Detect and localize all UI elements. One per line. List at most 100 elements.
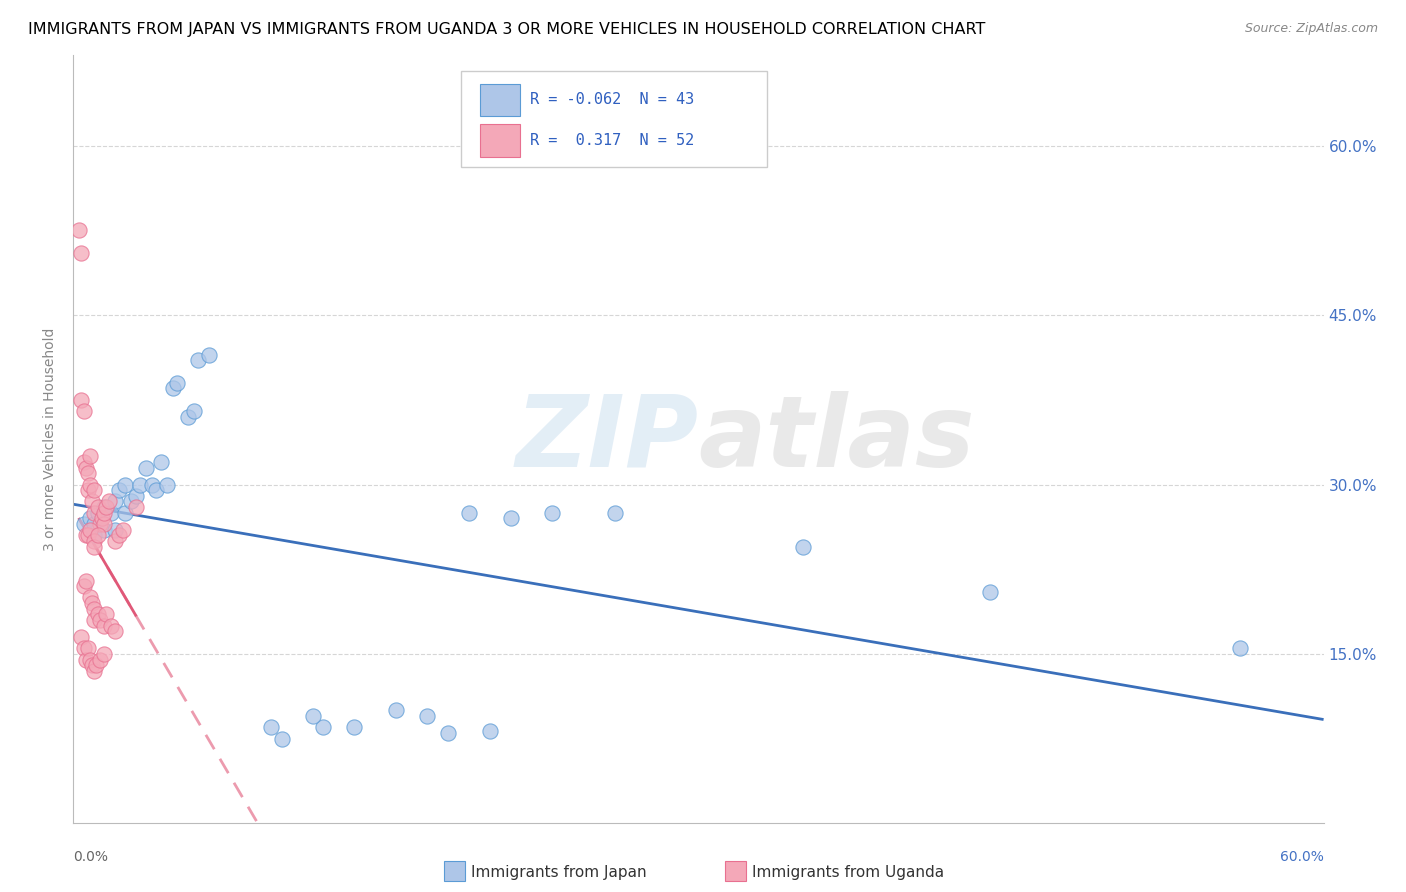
Point — [177, 409, 200, 424]
FancyBboxPatch shape — [479, 84, 519, 116]
Point — [76, 528, 98, 542]
Point — [437, 726, 460, 740]
Point — [75, 528, 97, 542]
Point — [149, 455, 172, 469]
FancyBboxPatch shape — [461, 70, 768, 167]
Point — [93, 517, 115, 532]
Point — [89, 653, 111, 667]
Point — [301, 709, 323, 723]
Point — [197, 347, 219, 361]
Point — [75, 653, 97, 667]
Point — [80, 494, 103, 508]
Point — [87, 506, 110, 520]
Point — [183, 404, 205, 418]
Point — [79, 523, 101, 537]
Point — [84, 658, 107, 673]
Text: 0.0%: 0.0% — [73, 850, 108, 864]
Point — [72, 404, 94, 418]
Point — [79, 450, 101, 464]
Point — [93, 647, 115, 661]
Point — [104, 494, 127, 508]
Point — [541, 506, 564, 520]
Point — [76, 467, 98, 481]
Point — [104, 523, 127, 537]
Point — [83, 483, 105, 498]
Point — [79, 511, 101, 525]
Point — [112, 523, 135, 537]
Text: atlas: atlas — [699, 391, 974, 488]
Point — [89, 613, 111, 627]
Point — [108, 528, 131, 542]
Point — [114, 506, 136, 520]
Point — [83, 664, 105, 678]
Point — [87, 500, 110, 515]
Point — [79, 477, 101, 491]
Text: Source: ZipAtlas.com: Source: ZipAtlas.com — [1244, 22, 1378, 36]
Point — [187, 353, 209, 368]
Point — [120, 494, 142, 508]
Point — [72, 641, 94, 656]
Point — [603, 506, 626, 520]
Point — [67, 223, 90, 237]
Point — [124, 500, 146, 515]
Point — [260, 721, 283, 735]
Y-axis label: 3 or more Vehicles in Household: 3 or more Vehicles in Household — [44, 327, 58, 551]
Point — [72, 455, 94, 469]
Point — [135, 460, 157, 475]
Text: R = -0.062  N = 43: R = -0.062 N = 43 — [530, 92, 693, 107]
Point — [124, 489, 146, 503]
Text: IMMIGRANTS FROM JAPAN VS IMMIGRANTS FROM UGANDA 3 OR MORE VEHICLES IN HOUSEHOLD : IMMIGRANTS FROM JAPAN VS IMMIGRANTS FROM… — [28, 22, 986, 37]
Point — [83, 613, 105, 627]
Point — [792, 540, 814, 554]
Point — [312, 721, 335, 735]
Point — [93, 523, 115, 537]
Point — [270, 731, 292, 746]
Point — [83, 528, 105, 542]
Point — [70, 630, 93, 644]
Point — [162, 381, 184, 395]
Point — [96, 500, 118, 515]
Point — [156, 477, 179, 491]
Point — [87, 607, 110, 622]
Point — [108, 483, 131, 498]
Point — [72, 517, 94, 532]
Point — [166, 376, 188, 390]
Point — [89, 517, 111, 532]
Point — [1229, 641, 1251, 656]
Point — [499, 511, 522, 525]
Point — [93, 506, 115, 520]
Text: Immigrants from Uganda: Immigrants from Uganda — [752, 865, 943, 880]
Point — [70, 245, 93, 260]
Point — [79, 653, 101, 667]
Point — [100, 619, 122, 633]
Point — [80, 658, 103, 673]
Point — [83, 534, 105, 549]
Point — [416, 709, 439, 723]
Point — [145, 483, 167, 498]
Point — [141, 477, 163, 491]
Point — [96, 607, 118, 622]
Point — [75, 574, 97, 588]
Point — [114, 477, 136, 491]
Point — [93, 500, 115, 515]
Point — [91, 511, 114, 525]
Point — [458, 506, 481, 520]
Point — [83, 540, 105, 554]
Point — [478, 723, 501, 738]
Point — [80, 596, 103, 610]
Text: Immigrants from Japan: Immigrants from Japan — [471, 865, 647, 880]
Point — [83, 517, 105, 532]
Point — [979, 585, 1001, 599]
Point — [97, 494, 120, 508]
Point — [385, 704, 408, 718]
Point — [79, 591, 101, 605]
Point — [343, 721, 366, 735]
Point — [70, 392, 93, 407]
Point — [104, 534, 127, 549]
Point — [128, 477, 150, 491]
Point — [75, 460, 97, 475]
Point — [104, 624, 127, 639]
FancyBboxPatch shape — [479, 124, 519, 157]
Text: ZIP: ZIP — [516, 391, 699, 488]
Point — [83, 506, 105, 520]
